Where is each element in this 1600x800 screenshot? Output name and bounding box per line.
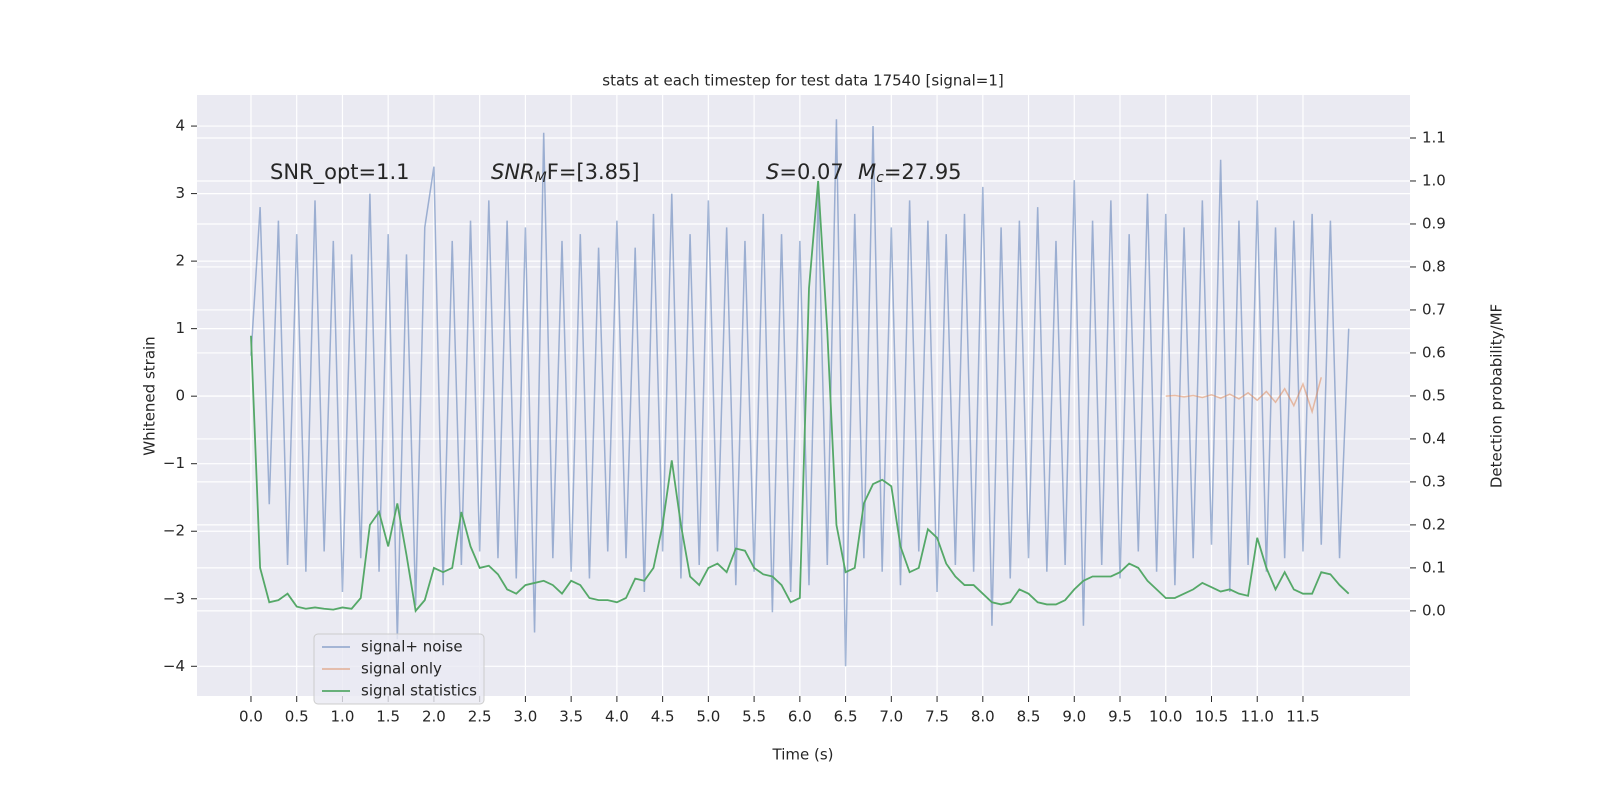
x-tick-label: 11.0 <box>1241 708 1274 726</box>
y-tick-label: 4 <box>175 117 185 135</box>
annotation-part: =27.95 <box>884 160 962 184</box>
y2-tick-label: 0.1 <box>1422 558 1446 576</box>
y2-tick-label: 0.5 <box>1422 386 1446 404</box>
series-line <box>250 119 1350 667</box>
y-tick-label: 0 <box>175 387 185 405</box>
annotation-part: S <box>766 160 779 184</box>
x-tick-label: 10.5 <box>1195 708 1228 726</box>
annotation: SNRMF=[3.85] <box>491 160 640 186</box>
annotation-part: M <box>858 160 876 184</box>
y-tick-label: 1 <box>175 319 185 337</box>
y-tick-label: −3 <box>163 589 185 607</box>
y2-tick-label: 1.0 <box>1422 171 1446 189</box>
y-axis-label: Whitened strain <box>141 336 159 455</box>
legend-label: signal+ noise <box>361 638 463 656</box>
annotation: S=0.07 <box>766 160 844 184</box>
y2-tick-label: 0.3 <box>1422 472 1446 490</box>
x-tick-label: 5.0 <box>696 708 720 726</box>
x-tick-label: 5.5 <box>742 708 766 726</box>
annotation: Mc=27.95 <box>858 160 962 186</box>
x-tick-label: 0.0 <box>239 708 263 726</box>
x-tick-label: 9.0 <box>1062 708 1086 726</box>
x-tick-label: 3.5 <box>559 708 583 726</box>
legend: signal+ noise signal only signal statistic… <box>313 633 485 705</box>
annotation-part: SNR <box>491 160 535 184</box>
x-tick-label: 7.0 <box>879 708 903 726</box>
x-axis-label: Time (s) <box>772 746 834 764</box>
y2-tick-label: 0.8 <box>1422 257 1446 275</box>
y2-tick-label: 0.6 <box>1422 343 1446 361</box>
x-tick-label: 11.5 <box>1286 708 1319 726</box>
x-tick-label: 1.0 <box>331 708 355 726</box>
x-tick-label: 4.5 <box>651 708 675 726</box>
annotation-part: =0.07 <box>779 160 843 184</box>
y2-tick-label: 1.1 <box>1422 128 1446 146</box>
y2-tick-label: 0.9 <box>1422 214 1446 232</box>
x-tick-label: 6.0 <box>788 708 812 726</box>
x-tick-label: 3.0 <box>513 708 537 726</box>
annotation: SNR_opt=1.1 <box>270 160 410 185</box>
x-tick-label: 0.5 <box>285 708 309 726</box>
x-tick-label: 8.0 <box>971 708 995 726</box>
x-tick-label: 8.5 <box>1017 708 1041 726</box>
y-tick-label: −2 <box>163 522 185 540</box>
y2-tick-label: 0.7 <box>1422 300 1446 318</box>
legend-label: signal only <box>361 660 442 678</box>
x-tick-label: 2.5 <box>468 708 492 726</box>
y-tick-label: −1 <box>163 454 185 472</box>
y2-axis-label: Detection probability/MF <box>1488 304 1506 488</box>
annotation-part: SNR_opt=1.1 <box>270 160 410 185</box>
y2-tick-label: 0.0 <box>1422 601 1446 619</box>
annotation-part: c <box>876 170 884 186</box>
x-tick-label: 2.0 <box>422 708 446 726</box>
x-tick-label: 4.0 <box>605 708 629 726</box>
x-tick-label: 9.5 <box>1108 708 1132 726</box>
y2-tick-label: 0.4 <box>1422 429 1446 447</box>
labels: 0.0 0.5 1.0 1.5 2.0 2.5 3.0 3.5 4.0 4.5 5.0 5.5 6.0 6… <box>163 117 1446 726</box>
y2-tick-label: 0.2 <box>1422 515 1446 533</box>
legend-box <box>313 633 485 705</box>
series-line <box>250 180 1350 613</box>
x-tick-label: 1.5 <box>376 708 400 726</box>
y-tick-label: 2 <box>175 252 185 270</box>
y-tick-label: −4 <box>163 657 185 675</box>
x-tick-label: 10.0 <box>1149 708 1182 726</box>
series-line <box>1165 377 1322 415</box>
x-tick-label: 6.5 <box>834 708 858 726</box>
annotation-part: M <box>535 170 547 186</box>
y-tick-label: 3 <box>175 184 185 202</box>
chart-title: stats at each timestep for test data 175… <box>602 72 1003 90</box>
lines <box>250 119 1350 667</box>
x-tick-label: 7.5 <box>925 708 949 726</box>
annotation-part: F=[3.85] <box>547 160 640 184</box>
legend-label: signal statistics <box>361 682 477 700</box>
